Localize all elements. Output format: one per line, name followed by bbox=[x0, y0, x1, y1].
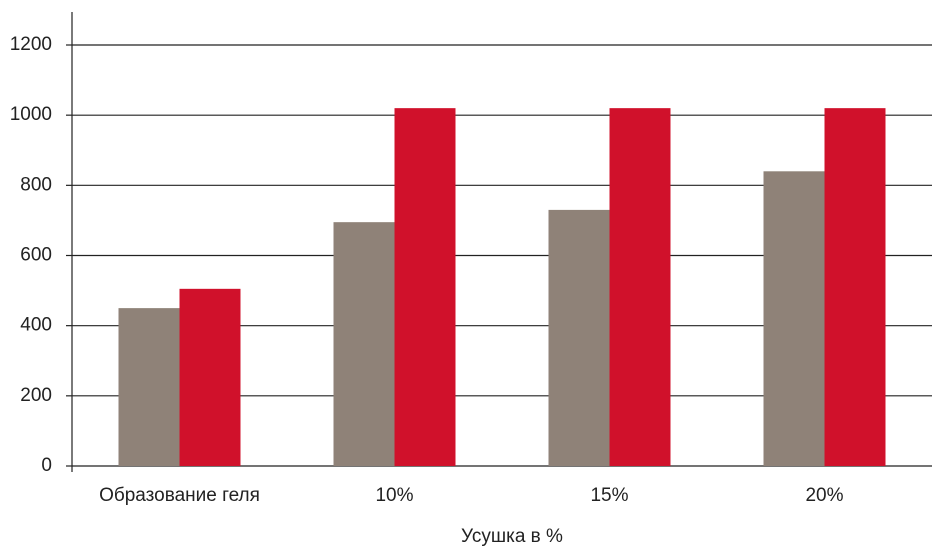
x-tick-label: 10% bbox=[375, 485, 413, 506]
y-tick-label: 1000 bbox=[10, 104, 52, 125]
bar bbox=[609, 108, 671, 467]
bar bbox=[824, 108, 886, 467]
bar bbox=[333, 222, 395, 466]
x-axis-label: Усушка в % bbox=[461, 526, 563, 547]
bar bbox=[394, 108, 456, 467]
bar bbox=[548, 209, 610, 466]
y-tick-label: 800 bbox=[20, 174, 52, 195]
y-tick-label: 1200 bbox=[10, 34, 52, 55]
bar bbox=[763, 171, 825, 467]
x-tick-label: 20% bbox=[805, 485, 843, 506]
x-tick-label: 15% bbox=[590, 485, 628, 506]
y-tick-label: 400 bbox=[20, 315, 52, 336]
y-tick-label: 0 bbox=[41, 455, 52, 476]
bar bbox=[179, 288, 241, 466]
y-tick-label: 600 bbox=[20, 245, 52, 266]
y-tick-label: 200 bbox=[20, 385, 52, 406]
bar bbox=[118, 308, 180, 466]
x-tick-label: Образование геля bbox=[99, 485, 260, 506]
